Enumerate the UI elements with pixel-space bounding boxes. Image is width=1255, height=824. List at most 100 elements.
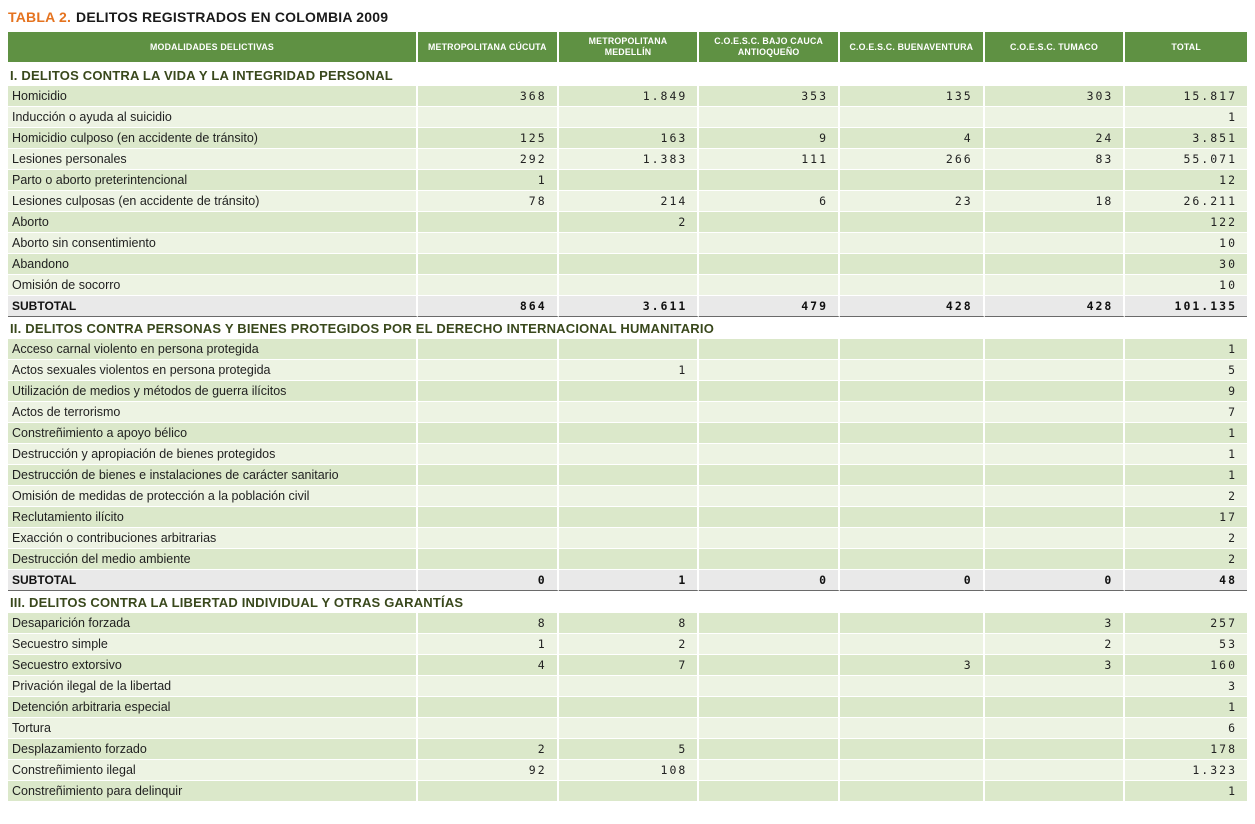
crime-count: [699, 339, 840, 360]
crime-count: [417, 528, 559, 549]
crime-count: [417, 781, 559, 802]
crime-count: [984, 528, 1126, 549]
crime-count: 303: [984, 86, 1126, 107]
crime-count: [699, 613, 840, 634]
crime-label: Reclutamiento ilícito: [8, 507, 418, 528]
crime-count: [840, 781, 985, 802]
crime-count: 2: [558, 634, 700, 655]
crime-count: 6: [1125, 718, 1247, 739]
table-row: Destrucción y apropiación de bienes prot…: [8, 444, 1247, 465]
crime-label: Homicidio culposo (en accidente de tráns…: [8, 128, 418, 149]
crime-count: [840, 381, 985, 402]
crime-count: 2: [1125, 486, 1247, 507]
crime-count: [984, 360, 1126, 381]
table-row: Desaparición forzada 8 8 3 257: [8, 613, 1247, 634]
crime-count: 3: [840, 655, 985, 676]
crime-count: [417, 486, 559, 507]
crime-count: [558, 697, 700, 718]
crime-count: 125: [417, 128, 559, 149]
table-row: Lesiones culposas (en accidente de tráns…: [8, 191, 1247, 212]
crime-count: 15.817: [1125, 86, 1247, 107]
crime-count: [558, 507, 700, 528]
crime-count: 3: [984, 613, 1126, 634]
crime-count: [840, 634, 985, 655]
crime-count: [840, 528, 985, 549]
crime-count: 1: [1125, 465, 1247, 486]
crime-count: 2: [1125, 549, 1247, 570]
subtotal-count: 864: [417, 296, 559, 317]
crime-count: 122: [1125, 212, 1247, 233]
crime-count: 1: [1125, 339, 1247, 360]
crime-count: [558, 339, 700, 360]
table-row: Detención arbitraria especial 1: [8, 697, 1247, 718]
table-row: Aborto sin consentimiento 10: [8, 233, 1247, 254]
crime-count: [558, 549, 700, 570]
subtotal-count: 479: [699, 296, 840, 317]
header-row: MODALIDADES DELICTIVAS METROPOLITANA CÚCU…: [8, 32, 1247, 64]
crime-count: 9: [699, 128, 840, 149]
crime-count: 8: [558, 613, 700, 634]
crime-count: 3: [1125, 676, 1247, 697]
crime-count: [840, 760, 985, 781]
crime-count: [840, 676, 985, 697]
crime-count: [417, 507, 559, 528]
crime-count: 1.383: [558, 149, 700, 170]
crime-count: [699, 486, 840, 507]
subtotal-label: SUBTOTAL: [8, 296, 418, 317]
crime-count: [558, 402, 700, 423]
crime-count: [417, 465, 559, 486]
table-header: MODALIDADES DELICTIVAS METROPOLITANA CÚCU…: [8, 32, 1247, 64]
crime-count: [840, 423, 985, 444]
table-row: Secuestro simple 1 2 2 53: [8, 634, 1247, 655]
table-row: Aborto 2 122: [8, 212, 1247, 233]
crime-count: [840, 170, 985, 191]
crime-label: Aborto sin consentimiento: [8, 233, 418, 254]
crime-count: [699, 402, 840, 423]
crime-label: Parto o aborto preterintencional: [8, 170, 418, 191]
table-row: Abandono 30: [8, 254, 1247, 275]
crime-count: [984, 381, 1126, 402]
crime-count: [699, 233, 840, 254]
crime-count: [984, 275, 1126, 296]
crime-count: [840, 360, 985, 381]
crime-count: [984, 170, 1126, 191]
table-row: Homicidio culposo (en accidente de tráns…: [8, 128, 1247, 149]
crime-count: 1: [417, 170, 559, 191]
crime-label: Omisión de medidas de protección a la po…: [8, 486, 418, 507]
crime-count: 163: [558, 128, 700, 149]
table-title-text: DELITOS REGISTRADOS EN COLOMBIA 2009: [76, 9, 389, 25]
subtotal-count: 428: [984, 296, 1126, 317]
table-row: Reclutamiento ilícito 17: [8, 507, 1247, 528]
crime-count: [417, 233, 559, 254]
crime-label: Abandono: [8, 254, 418, 275]
table-row: Actos sexuales violentos en persona prot…: [8, 360, 1247, 381]
crime-count: [558, 381, 700, 402]
table-row: SUBTOTAL 0 1 0 0 0 48: [8, 570, 1247, 591]
crime-count: [417, 275, 559, 296]
crime-count: 30: [1125, 254, 1247, 275]
crime-count: [840, 444, 985, 465]
column-header: C.O.E.S.C. TUMACO: [984, 32, 1126, 64]
crime-count: [558, 465, 700, 486]
crime-count: [558, 423, 700, 444]
crime-count: [558, 233, 700, 254]
crime-label: Inducción o ayuda al suicidio: [8, 107, 418, 128]
crime-count: 4: [840, 128, 985, 149]
report-page: TABLA 2. DELITOS REGISTRADOS EN COLOMBIA …: [8, 9, 1247, 802]
subtotal-count: 0: [699, 570, 840, 591]
column-header: METROPOLITANA CÚCUTA: [417, 32, 559, 64]
column-header: C.O.E.S.C. BAJO CAUCA ANTIOQUEÑO: [699, 32, 840, 64]
crime-count: 8: [417, 613, 559, 634]
crime-count: 1: [1125, 423, 1247, 444]
column-header: TOTAL: [1125, 32, 1247, 64]
crime-count: [699, 697, 840, 718]
crime-count: [699, 254, 840, 275]
crime-count: [699, 634, 840, 655]
crime-count: 83: [984, 149, 1126, 170]
crime-count: 5: [1125, 360, 1247, 381]
crime-count: [558, 528, 700, 549]
crime-count: [699, 212, 840, 233]
crime-label: Tortura: [8, 718, 418, 739]
crime-count: [558, 444, 700, 465]
crime-count: 2: [984, 634, 1126, 655]
